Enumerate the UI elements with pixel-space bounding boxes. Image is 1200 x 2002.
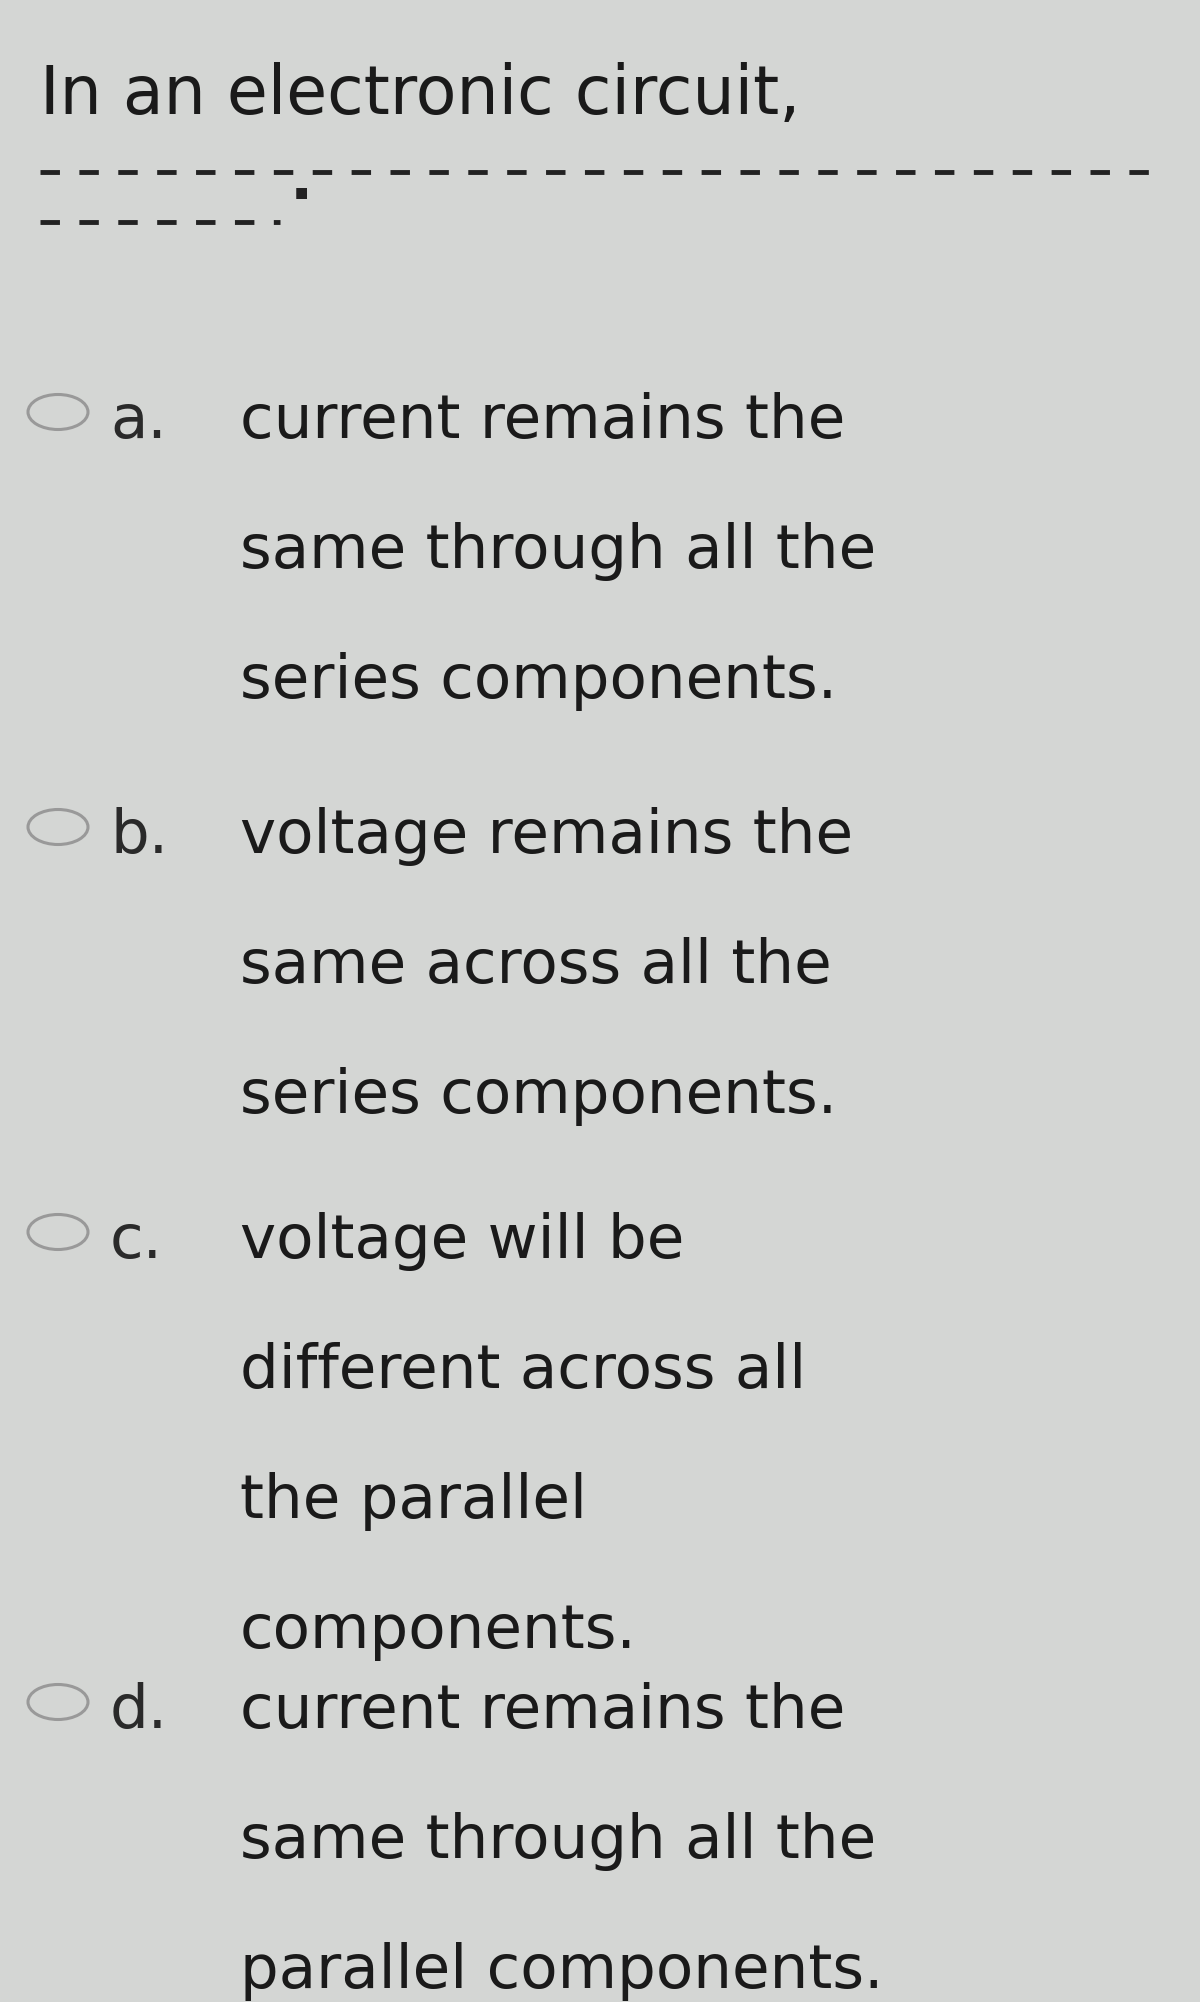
- Text: c.: c.: [110, 1211, 163, 1271]
- Text: same through all the: same through all the: [240, 1812, 876, 1872]
- Text: series components.: series components.: [240, 1067, 838, 1125]
- Text: series components.: series components.: [240, 653, 838, 711]
- Text: voltage will be: voltage will be: [240, 1211, 684, 1271]
- Text: components.: components.: [240, 1602, 637, 1662]
- Text: parallel components.: parallel components.: [240, 1942, 883, 2002]
- Text: .: .: [290, 152, 313, 212]
- Text: a.: a.: [110, 392, 167, 450]
- Text: voltage remains the: voltage remains the: [240, 807, 853, 867]
- Text: b.: b.: [110, 807, 168, 867]
- Text: same through all the: same through all the: [240, 523, 876, 581]
- Text: d.: d.: [110, 1682, 168, 1742]
- Text: current remains the: current remains the: [240, 392, 845, 450]
- Text: the parallel: the parallel: [240, 1471, 587, 1532]
- Text: current remains the: current remains the: [240, 1682, 845, 1742]
- Text: same across all the: same across all the: [240, 937, 832, 997]
- Text: different across all: different across all: [240, 1341, 806, 1401]
- Text: In an electronic circuit,: In an electronic circuit,: [40, 62, 800, 128]
